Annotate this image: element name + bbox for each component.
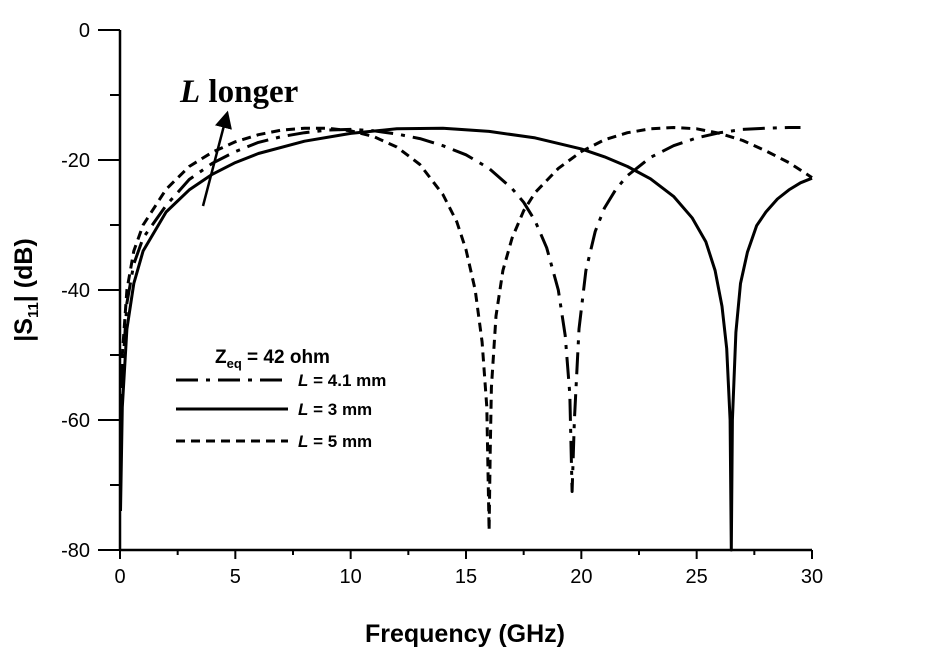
x-tick-label: 5 [230,566,241,588]
y-tick-label: -20 [61,150,90,172]
annotation-arrow [201,110,232,207]
x-tick-label: 30 [801,566,823,588]
x-tick-label: 10 [340,566,362,588]
x-tick-label: 15 [455,566,477,588]
x-tick-label: 20 [570,566,592,588]
annotation-l-longer: L longer [179,74,298,207]
legend-label: L = 5 mm [298,432,372,451]
x-axis-title: Frequency (GHz) [365,620,565,648]
legend: Zeq = 42 ohm L = 4.1 mm L = 3 mm L = 5 mm [176,347,386,451]
y-axis-title: |S11| (dB) [10,238,42,341]
y-tick-label: -80 [61,540,90,562]
x-tick-label: 0 [114,566,125,588]
legend-title: Zeq = 42 ohm [215,347,330,371]
series-line-l-5-mm [119,126,813,532]
x-tick-label: 25 [686,566,708,588]
series-lines [119,126,813,552]
annotation-text: L longer [179,74,298,110]
y-tick-label: 0 [79,20,90,42]
series-line-l-4-1-mm [119,126,801,493]
legend-label: L = 3 mm [298,400,372,419]
legend-label: L = 4.1 mm [298,371,386,390]
series-line-l-3-mm [119,126,813,552]
axis-ticks: 0 5 10 15 20 25 30 0 -20 -40 -60 -80 [61,20,823,588]
y-tick-label: -60 [61,410,90,432]
y-tick-label: -40 [61,280,90,302]
